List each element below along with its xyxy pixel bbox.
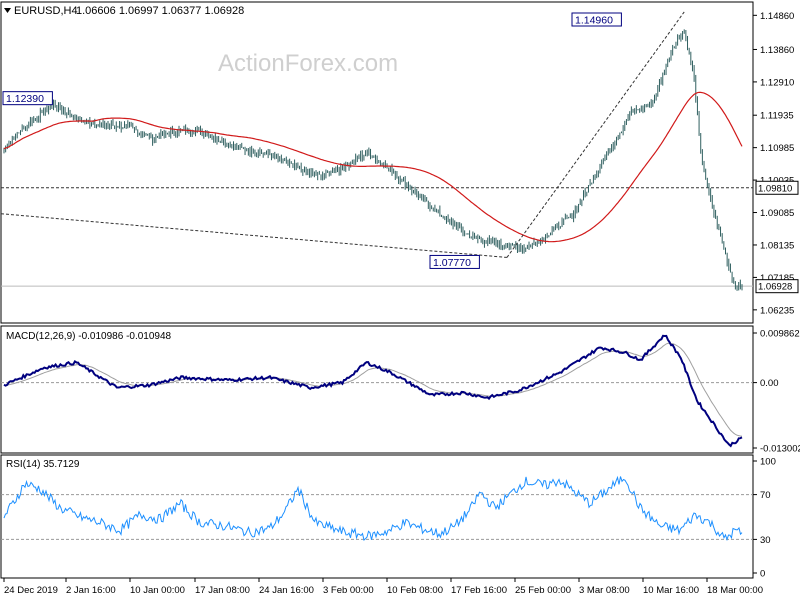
current-price-box xyxy=(755,279,799,294)
callout-low-box xyxy=(429,254,480,269)
watermark: ActionForex.com xyxy=(218,50,398,77)
x-tick-label: 17 Feb 16:00 xyxy=(451,585,507,596)
x-tick-label: 10 Mar 16:00 xyxy=(643,585,699,596)
x-axis: 24 Dec 2019 2 Jan 16:00 10 Jan 00:00 17 Jan… xyxy=(3,578,763,596)
x-tick-label: 3 Feb 00:00 xyxy=(323,585,374,596)
callout-high-left: 1.12390 xyxy=(2,91,53,106)
rsi-label: RSI(14) 35.7129 xyxy=(6,459,80,470)
x-tick-label: 24 Dec 2019 xyxy=(4,585,58,596)
chart-header: EURUSD,H4 1.06606 1.06997 1.06377 1.0692… xyxy=(4,5,244,17)
x-tick-label: 18 Mar 00:00 xyxy=(707,585,763,596)
price-tick-label: 1.09085 xyxy=(760,208,794,219)
price-overlays: 1.12390 1.14960 1.07770 xyxy=(0,11,743,269)
callout-high-left-text: 1.12390 xyxy=(6,93,44,105)
current-price-label: 1.06928 xyxy=(758,282,792,293)
price-tick-label: 1.08135 xyxy=(760,240,794,251)
ohlc-values: 1.06606 1.06997 1.06377 1.06928 xyxy=(76,5,244,17)
x-tick-label: 25 Feb 00:00 xyxy=(515,585,571,596)
x-tick-label: 10 Feb 08:00 xyxy=(387,585,443,596)
rsi-layer: 100 70 30 0 xyxy=(1,457,776,580)
macd-tick-label: 0.00 xyxy=(760,378,779,389)
rsi-panel-frame xyxy=(0,454,754,579)
price-tick-label: 1.11935 xyxy=(760,111,794,122)
trend-line-upper xyxy=(506,11,685,258)
x-tick-label: 24 Jan 16:00 xyxy=(259,585,314,596)
price-tick-label: 1.10985 xyxy=(760,143,794,154)
rsi-tick-label: 70 xyxy=(760,490,771,501)
price-tick-label: 1.06235 xyxy=(760,305,794,316)
callout-high-box xyxy=(571,12,622,27)
price-grid xyxy=(1,187,753,287)
rsi-tick-label: 100 xyxy=(760,457,776,468)
rsi-tick-label: 0 xyxy=(760,569,765,580)
callout-high-left-box xyxy=(2,91,53,106)
macd-tick-label: -0.013002 xyxy=(760,444,800,455)
price-tick-label: 1.14860 xyxy=(760,11,794,22)
callout-high: 1.14960 xyxy=(571,12,622,27)
macd-panel-frame xyxy=(0,325,754,454)
rsi-tick-label: 30 xyxy=(760,535,771,546)
macd-main-line xyxy=(3,334,743,448)
x-tick-label: 17 Jan 08:00 xyxy=(195,585,250,596)
rsi-line xyxy=(3,475,743,542)
callout-high-text: 1.14960 xyxy=(575,15,613,27)
dropdown-triangle-icon[interactable] xyxy=(4,8,11,13)
price-axis: 1.148601.138601.129101.119351.109851.100… xyxy=(753,11,799,316)
moving-average-line xyxy=(3,91,743,243)
price-tick-label: 1.07185 xyxy=(760,273,794,284)
macd-label: MACD(12,26,9) -0.010986 -0.010948 xyxy=(6,331,172,342)
support-level-label: 1.09810 xyxy=(758,183,792,194)
x-tick-label: 10 Jan 00:00 xyxy=(130,585,185,596)
symbol-timeframe: EURUSD,H4 xyxy=(14,5,78,17)
callout-low-text: 1.07770 xyxy=(433,257,471,269)
price-tick-label: 1.12910 xyxy=(760,77,794,88)
price-bars xyxy=(3,29,743,291)
price-tick-label: 1.13860 xyxy=(760,45,794,56)
macd-tick-label: 0.009862 xyxy=(760,329,800,340)
x-tick-label: 2 Jan 16:00 xyxy=(66,585,116,596)
x-tick-label: 3 Mar 08:00 xyxy=(579,585,630,596)
macd-layer: 0.009862 0.00 -0.013002 xyxy=(1,329,800,455)
support-level-box xyxy=(755,180,799,195)
callout-low: 1.07770 xyxy=(429,254,480,269)
